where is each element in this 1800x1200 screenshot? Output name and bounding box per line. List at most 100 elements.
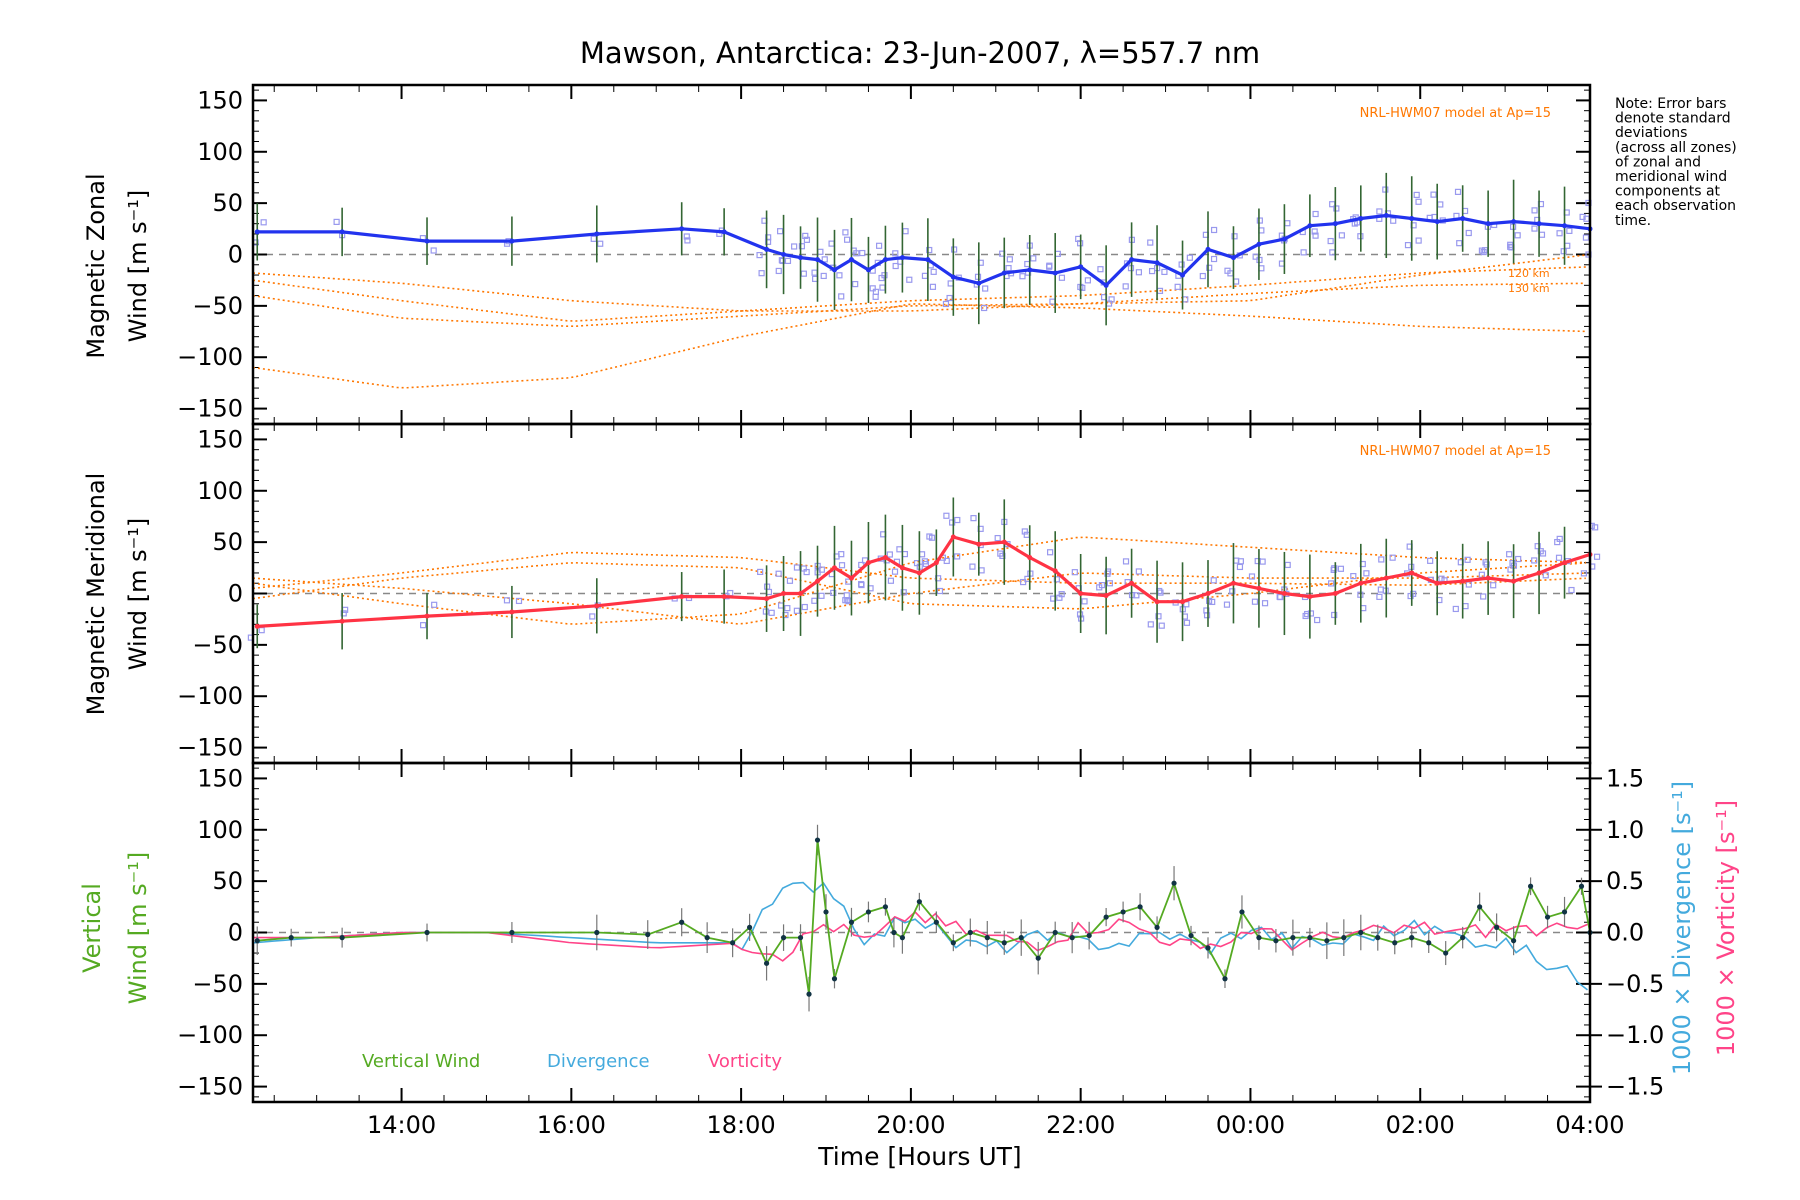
model-curve <box>252 254 1586 327</box>
zone-point <box>818 592 825 599</box>
zone-point <box>1478 247 1486 254</box>
meridional-wind-point <box>815 578 821 584</box>
zone-point <box>1058 274 1066 281</box>
zonal-panel: Magnetic Zonal Wind [m s⁻¹] NRL-HWM07 mo… <box>82 83 1593 426</box>
zone-point <box>997 550 1004 557</box>
vertical-wind-point <box>1239 909 1245 915</box>
zonal-wind-point <box>1536 221 1542 227</box>
zonal-wind-point <box>1052 270 1058 276</box>
zone-point <box>1203 612 1211 619</box>
zone-point <box>1084 277 1091 284</box>
zone-point <box>1531 225 1538 232</box>
zonal-wind-point <box>1180 272 1186 278</box>
zone-point <box>879 284 886 291</box>
vertical-wind-point <box>865 909 872 915</box>
meridional-wind-point <box>424 613 430 619</box>
meridional-ylabel-line2: Wind [m s⁻¹] <box>124 518 152 670</box>
zone-point <box>891 568 899 575</box>
y-tick-label: 150 <box>197 425 243 453</box>
zone-point <box>1363 570 1370 577</box>
y-tick-label: 0 <box>228 241 243 269</box>
meridional-wind-point <box>1256 585 1262 591</box>
zone-point <box>878 274 885 282</box>
zone-point <box>775 570 782 577</box>
zone-point <box>1390 217 1397 224</box>
meridional-wind-point <box>1307 594 1313 600</box>
note-line: each observation <box>1615 198 1736 214</box>
meridional-wind-point <box>1052 568 1058 574</box>
zone-point <box>969 563 976 570</box>
zone-point <box>1122 283 1129 290</box>
zone-point <box>1464 556 1471 563</box>
zone-point <box>1030 255 1037 262</box>
vorticity-line <box>253 910 1588 962</box>
zone-point <box>1331 611 1338 619</box>
zone-point <box>1465 229 1472 237</box>
meridional-wind-point <box>831 565 837 571</box>
zone-point <box>1108 296 1115 303</box>
zone-point <box>430 247 437 254</box>
zone-point <box>1314 616 1321 624</box>
note-line: (across all zones) <box>1615 140 1737 156</box>
zone-point <box>978 567 985 574</box>
zonal-wind-point <box>1154 260 1160 266</box>
vertical-wind-point <box>1103 914 1109 920</box>
meridional-wind-point <box>1180 599 1186 605</box>
meridional-wind-point <box>976 541 982 547</box>
zone-point <box>1199 272 1206 280</box>
meridional-wind-point <box>933 560 939 566</box>
y2-tick-label: 1.0 <box>1606 816 1644 844</box>
y-tick-label: −100 <box>177 682 243 710</box>
vertical-wind-point <box>1205 945 1211 951</box>
zone-point <box>1376 593 1383 600</box>
zone-point <box>1097 266 1104 273</box>
zone-point <box>1593 553 1601 560</box>
zone-point <box>818 566 825 573</box>
zonal-wind-point <box>1562 223 1568 229</box>
zone-point <box>821 256 828 263</box>
meridional-wind-point <box>721 594 727 600</box>
zonal-wind-point <box>925 257 931 263</box>
vertical-wind-point <box>1018 935 1024 941</box>
zonal-wind-point <box>1383 212 1389 218</box>
zone-point <box>1333 205 1340 212</box>
zone-point <box>902 228 909 235</box>
zone-point <box>838 562 846 569</box>
zone-point <box>1047 549 1054 556</box>
zone-point <box>683 233 690 240</box>
meridional-wind-point <box>1205 591 1211 596</box>
zone-point <box>1206 597 1213 604</box>
zonal-wind-point <box>1078 264 1084 270</box>
zone-point <box>1564 242 1571 249</box>
vertical-wind-point <box>848 919 855 925</box>
vertical-wind-point <box>1154 924 1160 930</box>
vertical-wind-point <box>1358 929 1364 936</box>
zone-point <box>1377 586 1384 593</box>
legend-vertical-wind: Vertical Wind <box>362 1051 480 1072</box>
zone-point <box>1337 565 1345 572</box>
vertical-wind-point <box>1052 929 1058 936</box>
zone-point <box>1302 612 1309 620</box>
vertical-wind-point <box>1290 935 1296 941</box>
zone-point <box>1415 237 1422 244</box>
zonal-wind-point <box>254 229 260 235</box>
vertical-wind-point <box>1188 932 1194 939</box>
vertical-wind-point <box>730 940 736 946</box>
zone-point <box>1178 261 1185 268</box>
vertical-wind-point <box>1324 938 1330 944</box>
zone-point <box>830 589 837 596</box>
zone-point <box>1106 580 1113 587</box>
y-tick-label: 100 <box>197 477 243 505</box>
vertical-ylabel-line2: Wind [m s⁻¹] <box>124 852 152 1004</box>
zone-point <box>936 587 944 595</box>
vertical-wind-point <box>254 938 260 944</box>
zone-point <box>954 516 961 524</box>
zone-point <box>918 551 926 558</box>
zonal-wind-point <box>424 238 430 244</box>
zone-point <box>943 557 950 565</box>
vertical-wind-point <box>1069 935 1075 941</box>
vertical-wind-point <box>1222 976 1228 982</box>
zone-point <box>1515 555 1522 563</box>
meridional-wind-point <box>1103 593 1109 599</box>
